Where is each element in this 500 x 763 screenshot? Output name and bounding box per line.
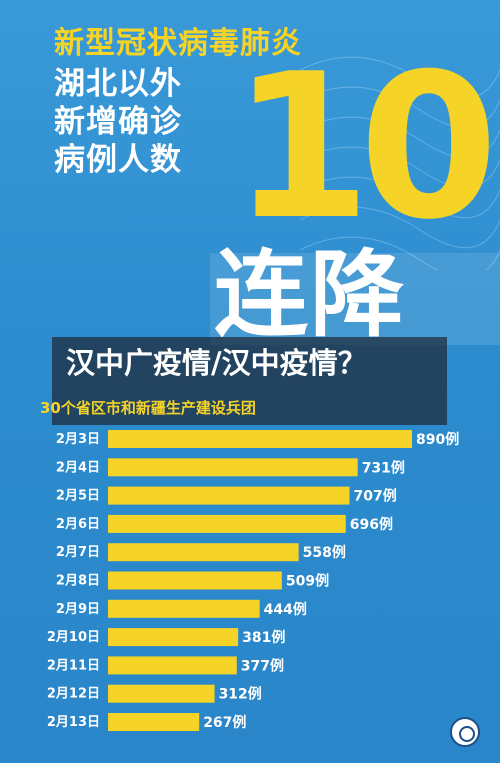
category-label: 2月13日 bbox=[47, 715, 100, 730]
overlay-title: 汉中广疫情/汉中疫情？ bbox=[66, 346, 367, 380]
streak-label: 连降 bbox=[214, 241, 407, 350]
category-label: 2月5日 bbox=[56, 489, 100, 504]
value-label: 707例 bbox=[353, 488, 396, 505]
category-label: 2月10日 bbox=[47, 630, 100, 645]
category-label: 2月8日 bbox=[56, 574, 100, 589]
big-number-10: 10 bbox=[232, 31, 498, 264]
value-label: 312例 bbox=[219, 686, 262, 703]
decorative-wave-lines bbox=[300, 56, 500, 270]
value-label: 267例 bbox=[203, 714, 246, 731]
headline-line-3: 新增确诊 bbox=[54, 104, 182, 140]
bar bbox=[108, 430, 412, 448]
bar bbox=[108, 656, 237, 675]
bar bbox=[108, 713, 200, 731]
value-label: 377例 bbox=[241, 657, 284, 674]
category-label: 2月9日 bbox=[56, 602, 100, 617]
category-label: 2月11日 bbox=[47, 658, 100, 673]
value-label: 381例 bbox=[242, 629, 285, 646]
value-label: 558例 bbox=[303, 544, 346, 561]
value-label: 890例 bbox=[416, 431, 459, 448]
bar bbox=[108, 514, 346, 533]
headline-line-1: 新型冠状病毒肺炎 bbox=[54, 26, 302, 61]
category-label: 2月3日 bbox=[56, 432, 100, 447]
headline-line-2: 湖北以外 bbox=[54, 66, 182, 102]
headline-line-4: 病例人数 bbox=[54, 142, 182, 178]
chart-subtitle: 30个省区市和新疆生产建设兵团 bbox=[40, 399, 256, 417]
bar bbox=[108, 599, 260, 618]
category-label: 2月4日 bbox=[56, 460, 100, 475]
streak-background bbox=[210, 253, 500, 345]
overlay-band bbox=[52, 337, 447, 425]
value-label: 509例 bbox=[286, 573, 329, 590]
bar bbox=[108, 684, 215, 703]
bar bbox=[108, 458, 358, 477]
emblem-seal-icon bbox=[450, 717, 480, 747]
bar bbox=[108, 543, 299, 562]
category-label: 2月6日 bbox=[56, 517, 100, 532]
category-label: 2月12日 bbox=[47, 687, 100, 702]
bar bbox=[108, 571, 282, 590]
value-label: 444例 bbox=[264, 601, 307, 618]
category-label: 2月7日 bbox=[56, 545, 100, 560]
bar bbox=[108, 486, 350, 505]
value-label: 696例 bbox=[350, 516, 393, 533]
value-label: 731例 bbox=[362, 459, 405, 476]
bar bbox=[108, 628, 239, 647]
